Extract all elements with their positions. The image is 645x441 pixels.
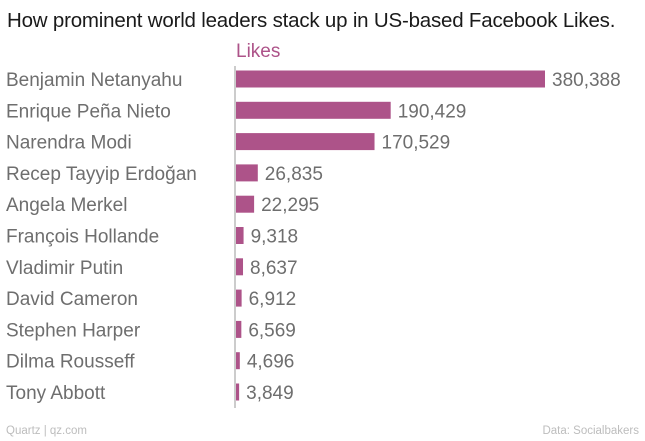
value-label: 6,912 (249, 289, 297, 310)
category-label: Recep Tayyip Erdoğan (6, 164, 197, 185)
category-label: Tony Abbott (6, 383, 106, 404)
bar (236, 133, 375, 151)
category-label: Angela Merkel (6, 195, 127, 216)
value-label: 9,318 (251, 227, 299, 248)
value-label: 4,696 (247, 352, 295, 373)
value-label: 170,529 (382, 133, 451, 154)
source-text: Data: Socialbakers (542, 425, 639, 437)
category-label: Enrique Peña Nieto (6, 101, 171, 122)
bar (236, 195, 255, 213)
bar-chart: Likes Benjamin Netanyahu 380,388 Enrique P… (6, 41, 621, 408)
category-label: Narendra Modi (6, 133, 132, 154)
bar (236, 320, 242, 338)
chart-title: How prominent world leaders stack up in … (7, 9, 616, 32)
category-label: Benjamin Netanyahu (6, 70, 182, 91)
category-label: François Hollande (6, 227, 159, 248)
bar (236, 164, 258, 182)
bar (236, 258, 244, 276)
value-label: 380,388 (552, 70, 621, 91)
bar (236, 101, 391, 119)
category-label: David Cameron (6, 289, 138, 310)
value-label: 26,835 (265, 164, 323, 185)
value-label: 22,295 (261, 195, 319, 216)
category-label: Stephen Harper (6, 320, 141, 341)
value-label: 190,429 (398, 101, 467, 122)
value-label: 3,849 (246, 383, 294, 404)
category-label: Vladimir Putin (6, 258, 123, 279)
bar (236, 289, 242, 307)
value-label: 6,569 (248, 320, 296, 341)
category-label: Dilma Rousseff (6, 352, 135, 373)
series-label: Likes (236, 41, 280, 62)
credit-text: Quartz | qz.com (6, 425, 87, 437)
bar (236, 227, 244, 244)
value-label: 8,637 (250, 258, 298, 279)
bar (236, 383, 240, 401)
bar (236, 70, 545, 88)
bar (236, 352, 240, 370)
bars-group: Benjamin Netanyahu 380,388 Enrique Peña Ni… (6, 70, 621, 404)
